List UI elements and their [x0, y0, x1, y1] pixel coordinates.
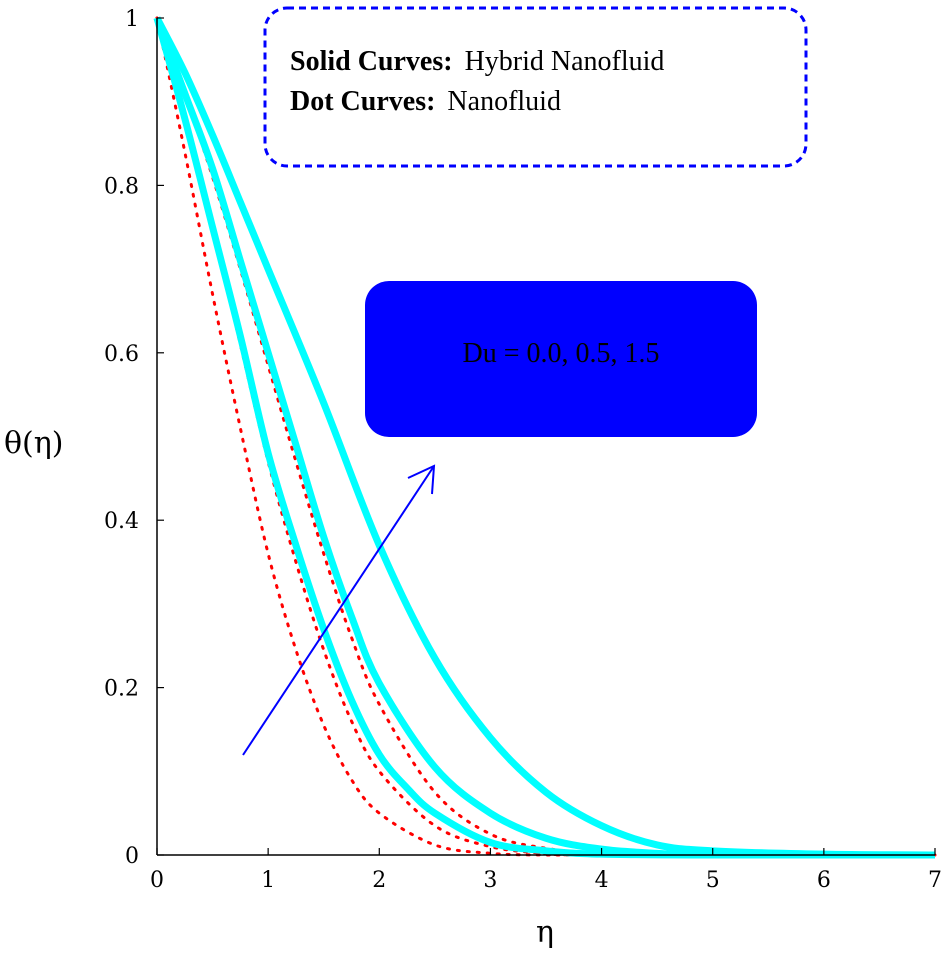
- x-tick-label: 4: [595, 868, 609, 893]
- y-tick-label: 0.6: [104, 342, 139, 367]
- x-tick-label: 3: [483, 868, 497, 893]
- tick-layer: 0 1 2 3 4 5 6 7 0 0.2 0.4 0.6 0.8 1: [104, 7, 942, 893]
- annotation-text: Du = 0.0, 0.5, 1.5: [462, 338, 659, 369]
- x-tick-label: 0: [150, 868, 164, 893]
- solid-curve-2: [153, 16, 936, 859]
- legend-solid-bold: Solid Curves:: [290, 46, 453, 77]
- solid-curve-1: [153, 16, 935, 859]
- trend-arrow: [242, 464, 436, 756]
- legend-dot-label: Nanofluid: [447, 86, 561, 117]
- y-tick-label: 0.2: [104, 677, 139, 702]
- y-tick-label: 0: [125, 844, 139, 869]
- y-tick-label: 1: [125, 7, 139, 32]
- x-tick-label: 1: [261, 868, 275, 893]
- legend-dot-entry: Dot Curves: Nanofluid: [290, 86, 561, 117]
- y-tick-label: 0.4: [104, 509, 139, 534]
- x-axis-title: η: [536, 915, 554, 950]
- y-tick-label: 0.8: [104, 174, 139, 199]
- x-tick-label: 2: [372, 868, 386, 893]
- legend-solid-entry: Solid Curves: Hybrid Nanofluid: [290, 46, 664, 77]
- annotation-box: [365, 281, 757, 437]
- y-axis-title: θ(η): [4, 426, 63, 461]
- legend-solid-label: Hybrid Nanofluid: [465, 46, 665, 77]
- x-tick-label: 5: [706, 868, 720, 893]
- legend: Solid Curves: Hybrid Nanofluid Dot Curve…: [263, 6, 808, 168]
- x-tick-label: 6: [817, 868, 831, 893]
- legend-border: [263, 6, 808, 168]
- x-tick-label: 7: [928, 868, 942, 893]
- legend-dot-bold: Dot Curves:: [290, 86, 435, 117]
